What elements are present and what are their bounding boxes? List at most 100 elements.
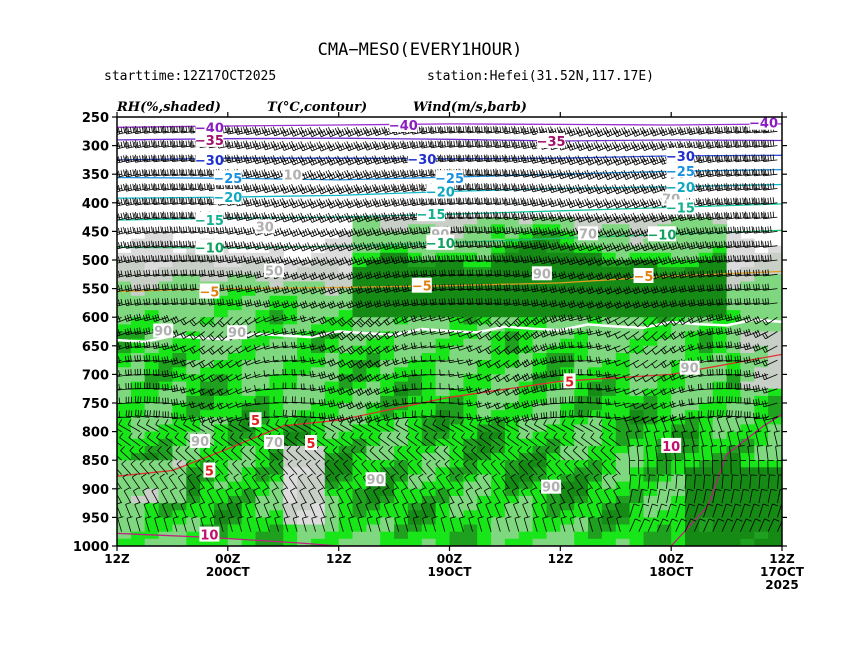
rh-cell xyxy=(380,310,395,318)
wind-barb-flag xyxy=(383,129,386,136)
wind-barb-flag xyxy=(586,126,590,133)
rh-cell xyxy=(463,295,478,304)
wind-barb-flag xyxy=(318,202,322,209)
rh-cell xyxy=(311,474,326,483)
rh-cell xyxy=(615,324,631,333)
wind-barb-flag xyxy=(249,170,252,177)
wind-barb-flag xyxy=(609,186,613,193)
wind-barb-flag xyxy=(533,171,536,178)
rh-cell xyxy=(407,538,423,546)
wind-barb-flag xyxy=(697,199,700,206)
wind-barb-flag xyxy=(316,156,320,163)
rh-cell xyxy=(601,281,617,290)
wind-barb-flag xyxy=(746,155,748,162)
rh-cell xyxy=(546,267,561,275)
wind-barb-flag xyxy=(609,143,613,150)
wind-barb-flag xyxy=(362,127,366,134)
wind-barb-flag xyxy=(644,201,648,208)
rh-cell xyxy=(574,238,589,247)
rh-cell xyxy=(338,524,354,533)
rh-cell xyxy=(754,495,769,504)
rh-cell xyxy=(407,388,423,397)
wind-barb-flag xyxy=(494,141,497,148)
wind-barb-flag xyxy=(261,141,264,148)
wind-barb-flag xyxy=(649,170,652,177)
wind-barb xyxy=(302,159,316,166)
rh-cell xyxy=(366,302,381,311)
wind-barb xyxy=(283,216,298,223)
wind-barb-flag xyxy=(235,142,238,149)
wind-barb-flag xyxy=(231,155,234,162)
wind-barb-flag xyxy=(611,128,616,134)
rh-cell xyxy=(172,302,187,311)
wind-barb-flag xyxy=(286,200,290,207)
wind-barb-flag xyxy=(401,157,404,164)
wind-barb-flag xyxy=(330,130,334,136)
rh-cell xyxy=(338,417,354,426)
wind-barb-flag xyxy=(651,155,655,162)
rh-cell xyxy=(463,531,478,540)
rh-cell xyxy=(504,524,520,533)
wind-barb-flag xyxy=(707,126,710,133)
wind-barb-flag xyxy=(567,187,571,194)
wind-barb-flag xyxy=(511,126,514,133)
wind-barb-flag xyxy=(706,156,709,163)
rh-cell xyxy=(352,424,367,433)
wind-barb-flag xyxy=(179,168,181,176)
wind-barb xyxy=(607,173,621,181)
rh-cell xyxy=(297,467,312,476)
wind-barb-flag xyxy=(476,155,478,162)
rh-cell xyxy=(532,231,548,240)
rh-cell xyxy=(643,524,658,533)
rh-cell xyxy=(158,438,174,447)
rh-cell xyxy=(629,410,645,418)
rh-cell xyxy=(283,345,298,354)
wind-barb-flag xyxy=(483,211,486,218)
rh-cell xyxy=(768,302,782,311)
wind-barb-flag xyxy=(650,158,654,165)
wind-barb-flag xyxy=(152,141,155,148)
wind-barb-flag xyxy=(234,126,236,133)
wind-barb-flag xyxy=(662,186,666,193)
rh-cell xyxy=(200,274,215,283)
wind-barb-flag xyxy=(483,168,486,176)
wind-barb-flag xyxy=(181,168,184,175)
rh-cell xyxy=(352,331,367,340)
wind-barb-flag xyxy=(402,197,405,204)
rh-cell xyxy=(712,453,728,461)
wind-barb-flag xyxy=(751,140,754,147)
wind-barb-flag xyxy=(536,184,539,191)
rh-cell xyxy=(366,331,381,340)
rh-cell xyxy=(283,467,298,476)
wind-barb-flag xyxy=(511,197,514,204)
wind-barb-flag xyxy=(721,126,723,133)
wind-barb-flag xyxy=(151,183,153,190)
wind-barb-flag xyxy=(487,141,490,148)
wind-barb-flag xyxy=(332,129,336,135)
wind-barb-flag xyxy=(360,142,364,149)
wind-barb-flag xyxy=(373,215,377,222)
wind-barb-flag xyxy=(258,213,262,220)
rh-cell xyxy=(283,295,298,304)
rh-cell xyxy=(421,345,437,354)
wind-barb-flag xyxy=(208,184,210,191)
rh-cell xyxy=(768,503,782,511)
wind-barb-flag xyxy=(625,201,629,208)
wind-barb xyxy=(588,173,603,180)
wind-barb-flag xyxy=(279,156,283,163)
wind-barb-flag xyxy=(136,198,139,205)
wind-barb-flag xyxy=(355,159,359,165)
rh-cell xyxy=(130,517,146,526)
rh-cell xyxy=(158,267,174,275)
rh-cell xyxy=(574,288,589,297)
wind-barb-flag xyxy=(404,156,407,163)
wind-barb-flag xyxy=(472,169,474,176)
rh-cell xyxy=(158,431,174,440)
rh-cell xyxy=(172,453,187,461)
wind-barb-flag xyxy=(458,197,461,204)
wind-barb-flag xyxy=(597,172,601,179)
rh-cell xyxy=(269,281,284,290)
wind-barb-flag xyxy=(586,198,590,205)
wind-barb-flag xyxy=(362,213,366,220)
wind-barb-flag xyxy=(709,156,712,163)
